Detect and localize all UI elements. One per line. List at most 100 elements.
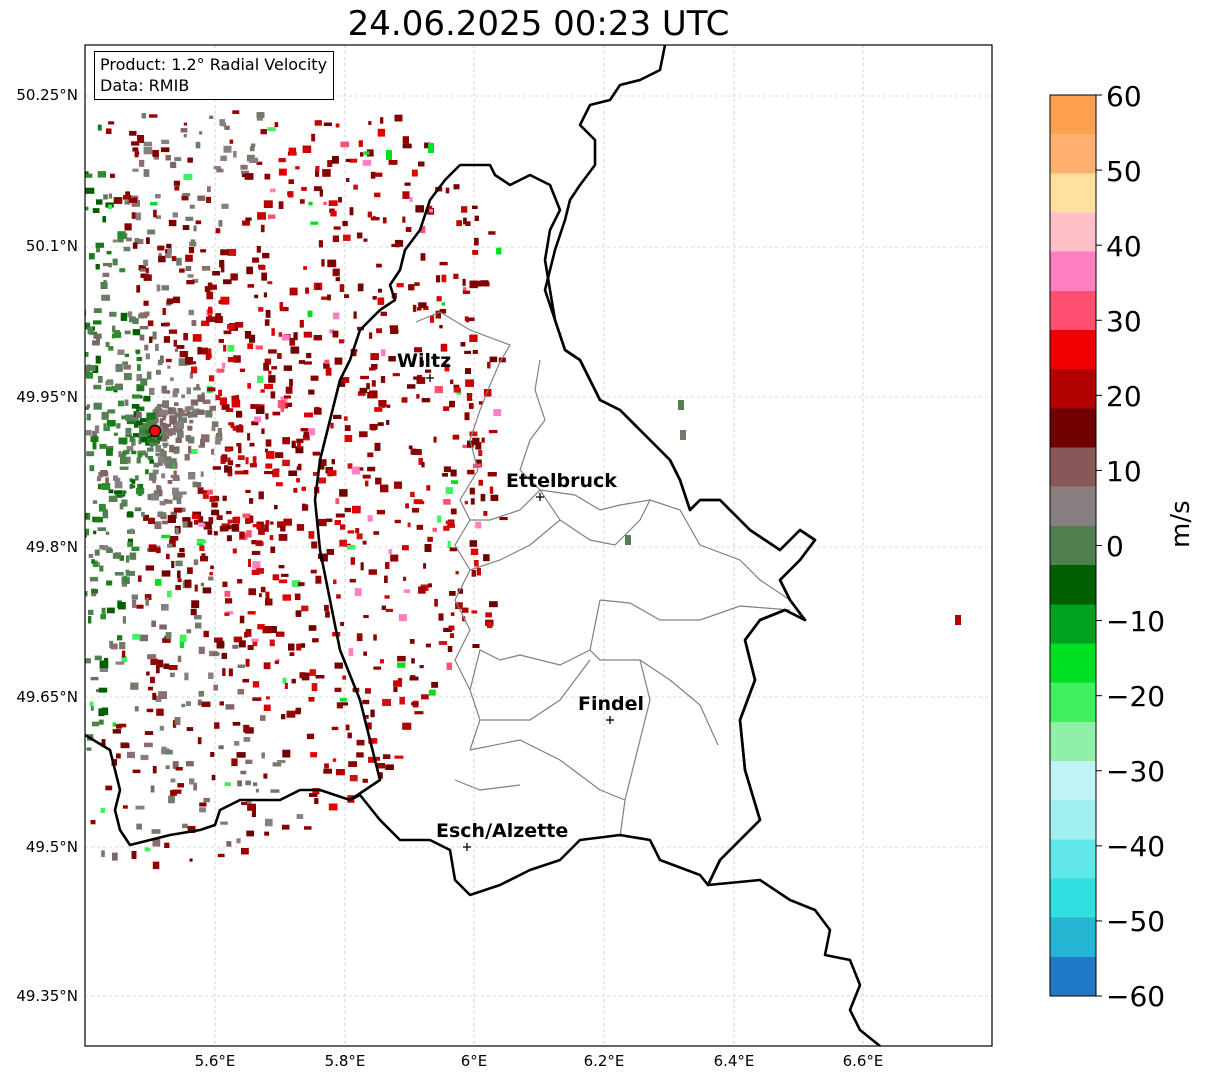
velocity-pixel xyxy=(18,209,21,214)
velocity-pixel xyxy=(165,463,173,469)
velocity-pixel xyxy=(136,420,143,426)
canton-boundaries xyxy=(415,311,801,838)
velocity-pixel xyxy=(151,829,161,834)
velocity-pixel xyxy=(2,569,7,576)
velocity-pixel xyxy=(174,186,180,191)
velocity-pixel xyxy=(147,686,153,691)
velocity-pixel xyxy=(318,518,327,527)
velocity-pixel xyxy=(442,473,448,477)
velocity-pixel xyxy=(277,760,286,763)
velocity-pixel xyxy=(296,643,302,651)
velocity-pixel xyxy=(185,254,193,262)
velocity-pixel xyxy=(17,353,25,361)
velocity-pixel xyxy=(225,598,233,604)
velocity-pixel xyxy=(9,681,16,687)
velocity-pixel xyxy=(86,451,95,457)
velocity-pixel xyxy=(276,658,280,663)
velocity-pixel xyxy=(139,634,149,642)
velocity-pixel xyxy=(312,638,319,643)
velocity-pixel xyxy=(388,356,396,362)
velocity-pixel xyxy=(1,323,8,327)
velocity-pixel xyxy=(252,561,261,569)
velocity-pixel xyxy=(288,470,298,476)
velocity-pixel xyxy=(201,266,211,271)
velocity-pixel xyxy=(90,677,99,681)
velocity-pixel xyxy=(252,257,260,263)
velocity-pixel xyxy=(200,347,208,355)
velocity-pixel xyxy=(172,487,179,495)
velocity-pixel xyxy=(134,238,140,244)
velocity-pixel xyxy=(150,676,155,684)
velocity-pixel xyxy=(89,576,99,582)
velocity-pixel xyxy=(192,408,200,414)
velocity-pixel xyxy=(469,540,478,547)
velocity-pixel xyxy=(448,625,455,631)
velocity-pixel xyxy=(72,282,75,288)
velocity-pixel xyxy=(177,417,187,423)
velocity-pixel xyxy=(243,737,251,742)
velocity-pixel xyxy=(336,702,343,709)
velocity-pixel xyxy=(333,579,337,585)
velocity-pixel xyxy=(267,127,276,132)
velocity-pixel xyxy=(36,825,40,833)
velocity-pixel xyxy=(450,469,457,477)
velocity-pixel xyxy=(21,159,27,167)
velocity-pixel xyxy=(315,166,320,172)
velocity-pixel xyxy=(64,425,72,431)
velocity-pixel xyxy=(175,560,183,567)
velocity-pixel xyxy=(227,357,237,363)
velocity-pixel xyxy=(206,291,214,300)
velocity-pixel xyxy=(245,217,252,221)
velocity-pixel xyxy=(188,472,196,480)
velocity-pixel xyxy=(47,588,52,593)
velocity-pixel xyxy=(368,121,372,125)
velocity-pixel xyxy=(4,611,12,614)
velocity-pixel xyxy=(130,484,136,488)
velocity-pixel xyxy=(174,493,183,498)
velocity-pixel xyxy=(40,424,43,431)
velocity-pixel xyxy=(262,252,270,259)
velocity-pixel xyxy=(56,456,65,463)
velocity-pixel xyxy=(133,417,139,421)
velocity-pixel xyxy=(153,418,158,424)
velocity-pixel xyxy=(256,568,264,574)
velocity-pixel xyxy=(75,773,80,780)
velocity-pixel xyxy=(20,772,23,777)
velocity-pixel xyxy=(156,284,161,292)
velocity-pixel xyxy=(182,193,191,197)
velocity-pixel xyxy=(280,396,288,403)
velocity-pixel xyxy=(186,411,192,415)
velocity-pixel xyxy=(371,424,376,431)
velocity-pixel xyxy=(162,638,171,643)
velocity-pixel xyxy=(211,426,216,432)
velocity-pixel xyxy=(211,509,220,516)
velocity-pixel xyxy=(378,772,383,779)
velocity-pixel xyxy=(470,498,475,505)
velocity-pixel xyxy=(277,400,286,409)
velocity-pixel xyxy=(231,524,240,532)
velocity-pixel xyxy=(78,235,84,241)
velocity-pixel xyxy=(254,416,261,422)
velocity-pixel xyxy=(31,114,37,117)
velocity-pixel xyxy=(172,789,182,794)
velocity-pixel xyxy=(278,332,282,337)
velocity-pixel xyxy=(168,329,178,334)
velocity-pixel xyxy=(127,456,131,464)
velocity-pixel xyxy=(165,155,171,161)
velocity-pixel xyxy=(407,384,416,389)
velocity-pixel xyxy=(100,614,106,620)
velocity-pixel xyxy=(213,495,220,502)
velocity-pixel xyxy=(85,455,86,461)
velocity-pixel xyxy=(20,218,28,222)
velocity-pixel xyxy=(199,545,205,552)
velocity-pixel xyxy=(23,739,31,745)
velocity-pixel xyxy=(86,404,90,408)
velocity-pixel xyxy=(64,492,68,497)
velocity-pixel xyxy=(0,127,3,134)
velocity-pixel xyxy=(179,634,187,643)
velocity-pixel xyxy=(178,426,183,435)
velocity-pixel xyxy=(23,118,27,125)
velocity-pixel xyxy=(227,457,231,463)
velocity-pixel xyxy=(456,220,462,227)
velocity-pixel xyxy=(29,670,36,677)
